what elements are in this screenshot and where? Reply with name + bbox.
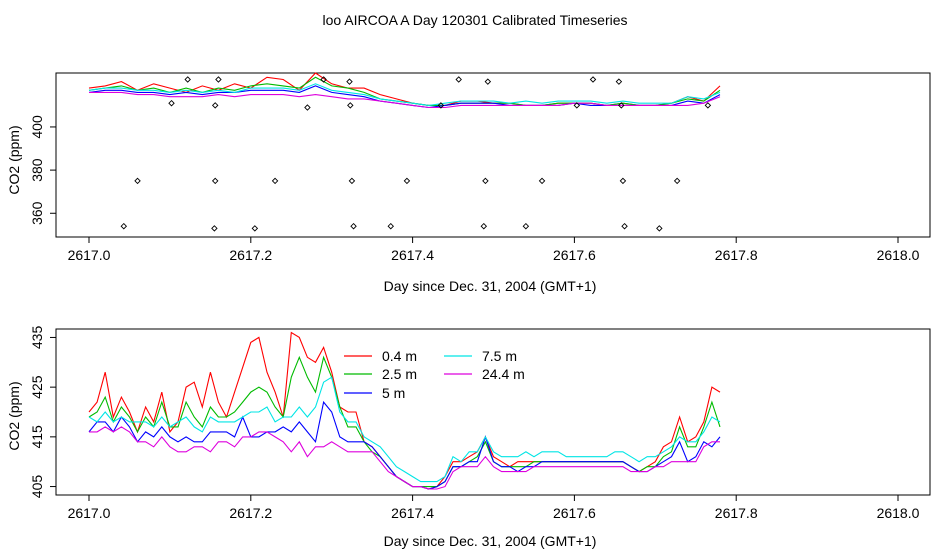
data-point bbox=[656, 225, 663, 232]
x-tick-label: 2617.0 bbox=[68, 505, 111, 521]
x-tick-label: 2617.2 bbox=[229, 505, 272, 521]
x-tick-label: 2617.6 bbox=[553, 505, 596, 521]
chart-title: loo AIRCOA A Day 120301 Calibrated Times… bbox=[322, 12, 627, 28]
bottom-x-axis-label: Day since Dec. 31, 2004 (GMT+1) bbox=[384, 533, 597, 549]
series-line-7-5-m bbox=[88, 376, 721, 483]
x-tick-label: 2617.6 bbox=[553, 247, 596, 263]
top-x-axis-label: Day since Dec. 31, 2004 (GMT+1) bbox=[384, 278, 597, 294]
data-point bbox=[673, 177, 681, 185]
data-point bbox=[387, 222, 394, 230]
x-tick-label: 2618.0 bbox=[877, 505, 920, 521]
top-plot-frame bbox=[55, 72, 931, 238]
data-point bbox=[211, 177, 219, 185]
data-point bbox=[618, 102, 625, 109]
legend-label-0-4-m: 0.4 m bbox=[382, 348, 417, 364]
legend-label-5-m: 5 m bbox=[382, 385, 405, 401]
data-point bbox=[134, 177, 141, 185]
y-tick-label: 415 bbox=[29, 425, 45, 449]
data-point bbox=[437, 102, 445, 109]
y-tick-label: 425 bbox=[29, 375, 45, 399]
data-point bbox=[271, 177, 279, 185]
data-point bbox=[304, 104, 311, 111]
y-tick-label: 380 bbox=[29, 158, 45, 182]
legend-label-7-5-m: 7.5 m bbox=[482, 348, 517, 364]
top-series-group bbox=[88, 72, 721, 109]
top-panel: 2617.0 2617.2 2617.4 2617.6 2617.8 2618.0 360… bbox=[6, 72, 931, 294]
data-point bbox=[704, 102, 712, 109]
data-point bbox=[251, 225, 259, 232]
x-tick-label: 2617.4 bbox=[391, 247, 434, 263]
bottom-y-axis-label: CO2 (ppm) bbox=[6, 381, 22, 450]
data-point bbox=[403, 177, 411, 185]
data-point bbox=[522, 222, 530, 230]
data-point bbox=[350, 222, 357, 230]
data-point bbox=[619, 177, 627, 185]
x-tick-label: 2617.4 bbox=[391, 505, 434, 521]
series-line-5-m bbox=[88, 400, 721, 490]
chart-legend: 0.4 m 2.5 m 5 m 7.5 m 24.4 m bbox=[344, 348, 525, 401]
data-point bbox=[347, 102, 354, 109]
data-point bbox=[348, 177, 356, 185]
data-point bbox=[482, 177, 489, 185]
data-point bbox=[211, 225, 218, 232]
y-tick-label: 360 bbox=[29, 201, 45, 225]
y-tick-label: 400 bbox=[29, 115, 45, 139]
data-point bbox=[215, 76, 222, 83]
data-point bbox=[455, 76, 462, 83]
data-point bbox=[573, 102, 581, 109]
x-tick-label: 2617.8 bbox=[715, 247, 758, 263]
data-point bbox=[621, 222, 628, 230]
data-point bbox=[320, 76, 327, 83]
bottom-x-axis: 2617.0 2617.2 2617.4 2617.6 2617.8 2618.0 bbox=[68, 495, 920, 521]
data-point bbox=[538, 177, 546, 185]
top-y-axis: 360 380 400 bbox=[29, 115, 56, 225]
series-line-7-5-m bbox=[88, 83, 721, 106]
x-tick-label: 2617.2 bbox=[229, 247, 272, 263]
bottom-series-group bbox=[88, 331, 721, 490]
series-line-24-4-m bbox=[89, 426, 720, 490]
data-point bbox=[168, 99, 175, 107]
legend-label-24-4-m: 24.4 m bbox=[482, 366, 525, 382]
series-line-24-4-m bbox=[89, 91, 721, 109]
data-point bbox=[615, 78, 623, 85]
top-x-axis: 2617.0 2617.2 2617.4 2617.6 2617.8 2618.0 bbox=[68, 237, 920, 263]
bottom-plot-frame bbox=[55, 328, 931, 496]
x-tick-label: 2618.0 bbox=[877, 247, 920, 263]
data-point bbox=[589, 76, 597, 83]
top-y-axis-label: CO2 (ppm) bbox=[6, 125, 22, 194]
data-point bbox=[480, 222, 488, 230]
top-points-group bbox=[120, 76, 712, 232]
bottom-panel: 2617.0 2617.2 2617.4 2617.6 2617.8 2618.0 405… bbox=[6, 326, 931, 549]
data-point bbox=[346, 78, 353, 85]
y-tick-label: 435 bbox=[29, 326, 45, 350]
data-point bbox=[184, 76, 191, 83]
y-tick-label: 405 bbox=[29, 475, 45, 499]
data-point bbox=[120, 222, 128, 230]
bottom-y-axis: 405 415 425 435 bbox=[29, 326, 56, 499]
data-point bbox=[211, 102, 219, 109]
legend-label-2-5-m: 2.5 m bbox=[382, 366, 417, 382]
x-tick-label: 2617.8 bbox=[715, 505, 758, 521]
x-tick-label: 2617.0 bbox=[68, 247, 111, 263]
data-point bbox=[484, 78, 492, 85]
